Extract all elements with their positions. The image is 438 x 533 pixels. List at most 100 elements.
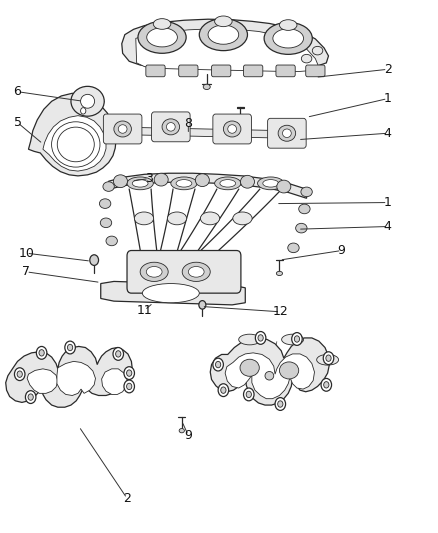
Ellipse shape	[288, 243, 299, 253]
Polygon shape	[136, 29, 319, 71]
Ellipse shape	[277, 180, 291, 193]
Ellipse shape	[116, 351, 121, 357]
Ellipse shape	[323, 352, 334, 365]
Text: 2: 2	[123, 492, 131, 505]
Ellipse shape	[278, 125, 296, 141]
Polygon shape	[109, 173, 307, 198]
Ellipse shape	[326, 355, 331, 361]
Ellipse shape	[114, 121, 131, 137]
Polygon shape	[107, 127, 304, 139]
Ellipse shape	[127, 177, 153, 190]
Ellipse shape	[292, 333, 302, 345]
Ellipse shape	[134, 212, 154, 225]
Text: 9: 9	[338, 244, 346, 257]
FancyBboxPatch shape	[103, 114, 142, 144]
FancyBboxPatch shape	[306, 65, 325, 77]
Polygon shape	[57, 361, 95, 395]
Ellipse shape	[67, 344, 73, 351]
Ellipse shape	[279, 362, 299, 379]
Ellipse shape	[301, 54, 312, 63]
Ellipse shape	[153, 19, 171, 29]
Ellipse shape	[278, 401, 283, 407]
Ellipse shape	[182, 262, 210, 281]
Ellipse shape	[208, 25, 239, 44]
Ellipse shape	[296, 223, 307, 233]
Ellipse shape	[106, 236, 117, 246]
Ellipse shape	[171, 177, 197, 190]
Ellipse shape	[99, 199, 111, 208]
Ellipse shape	[273, 29, 304, 48]
Ellipse shape	[176, 180, 192, 187]
Ellipse shape	[154, 173, 168, 186]
Ellipse shape	[25, 391, 36, 403]
Ellipse shape	[14, 368, 25, 381]
FancyBboxPatch shape	[268, 118, 306, 148]
Ellipse shape	[218, 384, 229, 397]
Ellipse shape	[103, 182, 114, 191]
Text: 11: 11	[137, 304, 152, 317]
Ellipse shape	[215, 16, 232, 27]
Ellipse shape	[167, 212, 187, 225]
Text: 2: 2	[384, 63, 392, 76]
Ellipse shape	[299, 204, 310, 214]
Text: 1: 1	[384, 196, 392, 209]
Ellipse shape	[220, 180, 236, 187]
Ellipse shape	[132, 180, 148, 187]
Text: 5: 5	[14, 116, 21, 129]
Ellipse shape	[166, 123, 175, 131]
Ellipse shape	[265, 372, 274, 380]
Ellipse shape	[213, 358, 223, 371]
Text: 3: 3	[145, 172, 153, 185]
Polygon shape	[43, 116, 106, 171]
Ellipse shape	[113, 175, 127, 188]
Ellipse shape	[233, 212, 252, 225]
Ellipse shape	[244, 388, 254, 401]
FancyBboxPatch shape	[152, 112, 190, 142]
Ellipse shape	[140, 262, 168, 281]
Ellipse shape	[146, 266, 162, 277]
FancyBboxPatch shape	[276, 65, 295, 77]
Ellipse shape	[282, 334, 304, 345]
Ellipse shape	[246, 391, 251, 398]
Ellipse shape	[81, 94, 95, 108]
Polygon shape	[210, 338, 329, 405]
Ellipse shape	[312, 46, 323, 55]
Text: 7: 7	[22, 265, 30, 278]
Ellipse shape	[215, 361, 221, 368]
Polygon shape	[225, 353, 314, 399]
Text: 1: 1	[384, 92, 392, 105]
Ellipse shape	[258, 335, 263, 341]
Text: 10: 10	[18, 247, 34, 260]
Ellipse shape	[294, 336, 300, 342]
Ellipse shape	[321, 378, 332, 391]
Ellipse shape	[65, 341, 75, 354]
Ellipse shape	[162, 119, 180, 135]
Ellipse shape	[124, 380, 134, 393]
Ellipse shape	[255, 332, 266, 344]
Ellipse shape	[228, 125, 237, 133]
Ellipse shape	[223, 121, 241, 137]
Ellipse shape	[28, 394, 33, 400]
Polygon shape	[102, 369, 127, 394]
FancyBboxPatch shape	[212, 65, 231, 77]
Ellipse shape	[147, 28, 177, 47]
Ellipse shape	[188, 266, 204, 277]
Text: 8: 8	[184, 117, 192, 130]
Polygon shape	[6, 346, 132, 407]
Ellipse shape	[276, 271, 283, 276]
Ellipse shape	[39, 350, 44, 356]
Ellipse shape	[301, 187, 312, 197]
Ellipse shape	[258, 177, 284, 190]
FancyBboxPatch shape	[146, 65, 165, 77]
Ellipse shape	[179, 429, 184, 433]
Text: 12: 12	[272, 305, 288, 318]
Text: 4: 4	[384, 220, 392, 233]
Ellipse shape	[142, 284, 199, 303]
Ellipse shape	[124, 367, 134, 379]
Ellipse shape	[138, 21, 186, 53]
Polygon shape	[28, 93, 116, 176]
Ellipse shape	[317, 354, 339, 365]
Text: 9: 9	[184, 429, 192, 442]
Ellipse shape	[127, 370, 132, 376]
Ellipse shape	[201, 212, 220, 225]
